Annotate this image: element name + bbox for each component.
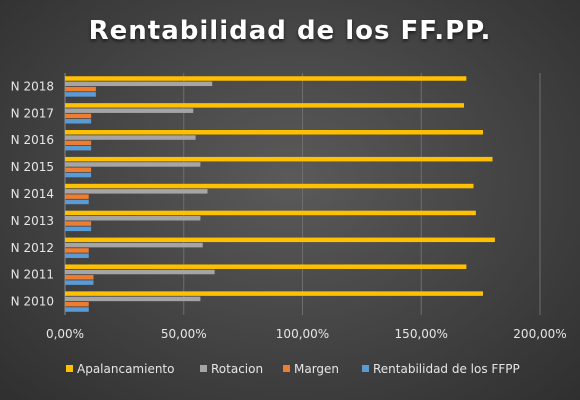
- bar-rotacion: [65, 269, 215, 275]
- bar-apalancamiento: [65, 103, 464, 108]
- y-tick-label: N 2015: [11, 160, 54, 174]
- bar-apalancamiento: [65, 264, 467, 269]
- bar-margen: [65, 275, 94, 280]
- legend-swatch: [362, 365, 369, 372]
- bar-apalancamiento: [65, 291, 483, 296]
- bar-rotacion: [65, 189, 208, 194]
- y-tick-label: N 2014: [11, 187, 54, 201]
- bar-rentabilidad-de-los-ffpp: [65, 226, 92, 232]
- x-tick-label: 50,00%: [161, 327, 207, 341]
- bar-rotacion: [65, 215, 201, 221]
- bar-rotacion: [65, 162, 201, 167]
- x-tick-label: 0,00%: [46, 327, 84, 341]
- bar-margen: [65, 140, 92, 146]
- x-tick-label: 200,00%: [513, 327, 566, 341]
- legend-swatch: [200, 365, 207, 372]
- bar-rentabilidad-de-los-ffpp: [65, 145, 92, 151]
- legend-label: Margen: [294, 362, 339, 376]
- bar-rotacion: [65, 296, 201, 302]
- y-tick-label: N 2017: [11, 106, 54, 120]
- bar-rotacion: [65, 81, 213, 87]
- bar-rentabilidad-de-los-ffpp: [65, 119, 92, 124]
- legend-label: Rotacion: [211, 362, 263, 376]
- bar-rentabilidad-de-los-ffpp: [65, 280, 94, 285]
- y-tick-label: N 2010: [11, 295, 54, 309]
- bar-apalancamiento: [65, 76, 467, 81]
- y-tick-label: N 2016: [11, 133, 54, 147]
- bar-margen: [65, 301, 89, 307]
- bar-margen: [65, 113, 92, 119]
- bar-rentabilidad-de-los-ffpp: [65, 253, 89, 258]
- bar-rotacion: [65, 242, 203, 248]
- chart-title: Rentabilidad de los FF.PP.: [88, 16, 492, 46]
- y-tick-label: N 2012: [11, 241, 54, 255]
- y-tick-label: N 2011: [11, 268, 54, 282]
- bar-rentabilidad-de-los-ffpp: [65, 199, 89, 205]
- bar-rotacion: [65, 135, 196, 140]
- legend-label: Apalancamiento: [77, 362, 174, 376]
- bar-margen: [65, 86, 96, 92]
- bar-apalancamiento: [65, 183, 474, 189]
- bar-margen: [65, 194, 89, 199]
- bar-margen: [65, 167, 92, 173]
- x-tick-label: 150,00%: [395, 327, 448, 341]
- bar-rentabilidad-de-los-ffpp: [65, 92, 96, 97]
- bar-rotacion: [65, 108, 194, 113]
- legend-swatch: [283, 365, 290, 372]
- legend-swatch: [66, 365, 73, 372]
- bar-apalancamiento: [65, 237, 495, 243]
- bar-margen: [65, 248, 89, 253]
- bar-apalancamiento: [65, 210, 476, 216]
- bar-apalancamiento: [65, 130, 483, 135]
- bar-rentabilidad-de-los-ffpp: [65, 172, 92, 178]
- x-tick-label: 100,00%: [276, 327, 329, 341]
- legend-label: Rentabilidad de los FFPP: [373, 362, 520, 376]
- y-tick-label: N 2018: [11, 79, 54, 93]
- bar-rentabilidad-de-los-ffpp: [65, 307, 89, 312]
- bar-margen: [65, 221, 92, 226]
- bar-apalancamiento: [65, 156, 493, 162]
- y-tick-label: N 2013: [11, 214, 54, 228]
